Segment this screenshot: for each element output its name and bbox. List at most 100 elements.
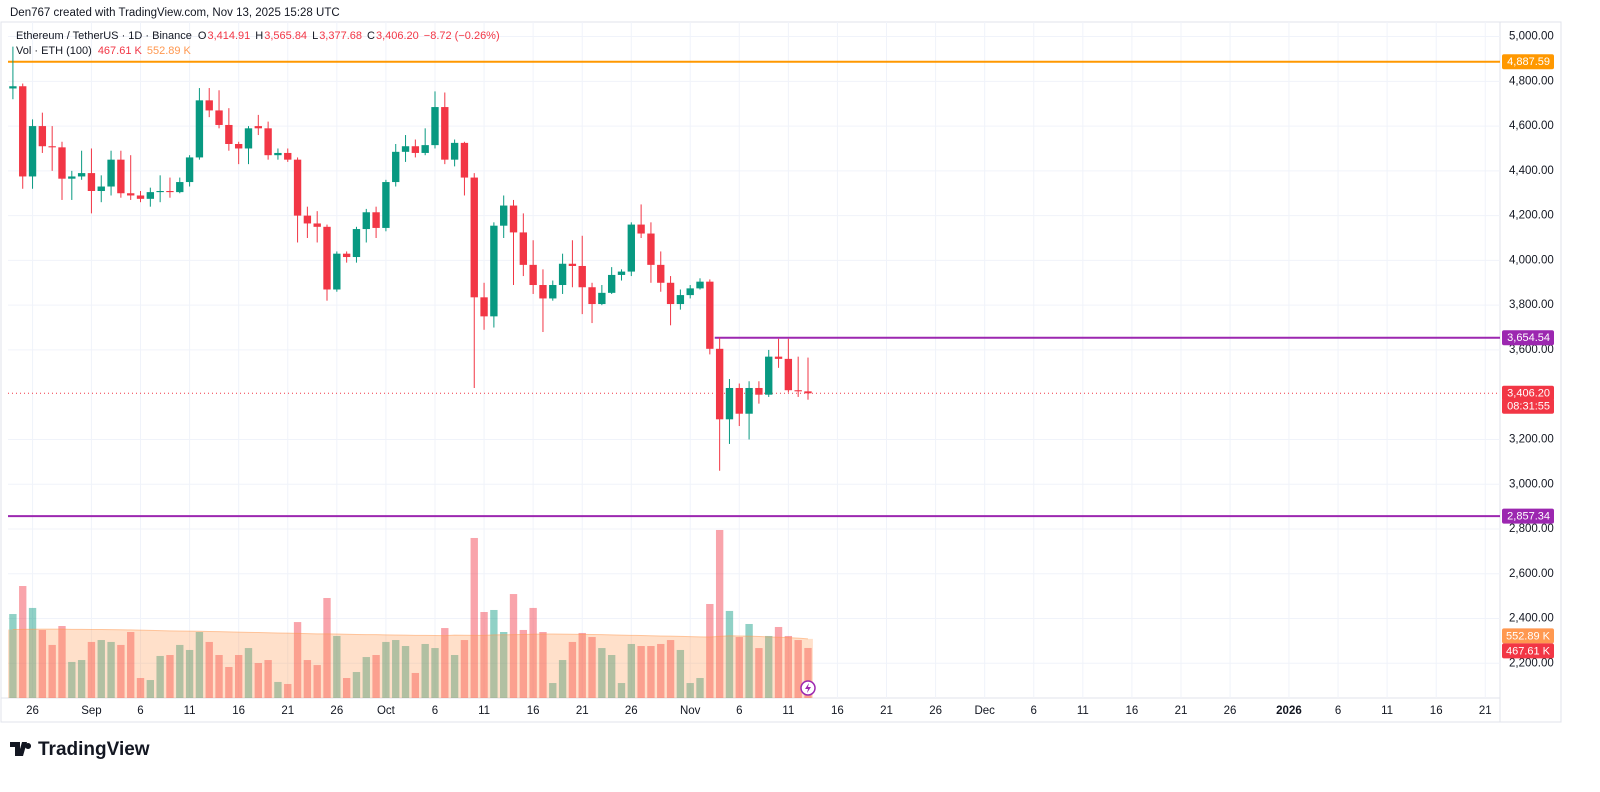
volume-bar [539,632,547,698]
x-tick-label: 21 [281,705,294,717]
candle-body [97,186,105,191]
volume-bar [28,607,37,698]
x-tick-label: 26 [625,705,638,717]
candle-body [244,128,253,149]
candle-body [617,271,626,275]
candle-body [607,274,616,293]
volume-bar [244,648,253,698]
volume-bar [568,641,577,698]
candle-body [804,391,812,394]
volume-bar [382,641,390,698]
candle-body [293,159,302,216]
candle-body [725,387,734,420]
grid [8,22,1500,698]
volume-bar [784,635,793,698]
x-tick-label: 21 [576,705,589,717]
volume-bar [578,632,586,698]
candle-body [362,212,370,230]
candle-body [372,212,380,228]
volume-bar [490,609,498,698]
legend-letter: H [255,30,263,42]
volume-bar [9,614,17,698]
x-tick-label: 26 [26,705,39,717]
volume-bar [97,640,105,698]
candle-body [225,124,233,144]
level-tag-bg [1502,508,1554,524]
volume-bar [500,632,508,698]
volume-bar [254,663,262,698]
y-tick-label: 4,200.00 [1509,210,1554,222]
y-tick-label: 3,600.00 [1509,344,1554,356]
legend-high: 3,565.84 [264,30,307,42]
candle-body [333,253,341,290]
candle-body [323,226,331,290]
volume-bar [77,660,86,698]
y-tick-label: 3,800.00 [1509,299,1554,311]
volume-ma-tag-bg [1502,628,1554,644]
y-tick-label: 4,800.00 [1509,75,1554,87]
candle-body [450,142,459,160]
volume-bar [588,637,596,698]
candle-body [745,387,753,414]
volume-bar [117,644,125,698]
candle-body [107,159,115,187]
volume-bar [725,610,734,698]
x-tick-label: 6 [432,705,438,717]
x-tick-label: 6 [736,705,742,717]
x-tick-label: Oct [377,705,396,717]
candle-body [588,287,596,305]
volume-bar [392,640,400,698]
candle-body [117,159,125,194]
legend-letter: C [367,30,375,42]
candle-body [38,126,47,147]
candle-body [127,193,135,196]
x-tick-label: 16 [527,705,540,717]
volume-bar [185,649,194,698]
volume-bar [234,655,243,698]
volume-bar [706,603,714,698]
volume-bar [146,680,155,698]
volume-bar [333,635,341,698]
x-tick-label: 2026 [1276,705,1302,717]
volume-bar [372,655,380,698]
y-tick-label: 3,200.00 [1509,433,1554,445]
candle-body [205,100,213,111]
candle-body [598,292,606,305]
x-tick-label: 26 [1224,705,1237,717]
candle-body [9,86,17,89]
candle-body [637,224,645,234]
volume-bar [617,683,626,698]
volume-bar [156,655,164,698]
y-tick-label: 2,800.00 [1509,523,1554,535]
candle-body [411,146,420,153]
alert-bolt [805,683,811,693]
x-tick-label: 11 [1077,705,1089,717]
header: Den767 created with TradingView.com, Nov… [10,7,340,19]
volume-bar [107,641,115,698]
candle-body [19,86,27,177]
candle-body [755,387,763,395]
candle-body [519,232,528,265]
candle-body [480,297,488,317]
x-tick-label: 26 [330,705,343,717]
legend-open: 3,414.91 [207,30,250,42]
volume-bar [774,626,783,698]
x-tick-label: 11 [782,705,794,717]
candle-body [146,192,155,199]
candle-body [706,281,714,349]
candle-body [676,295,685,305]
candle-body [558,263,567,286]
volume-bar [745,623,753,698]
volume-bar [293,622,302,698]
candle-body [647,233,655,265]
candle-body [686,288,694,296]
logo-icon [10,742,32,756]
candle-body [274,152,282,156]
candle-body [431,107,439,146]
candle-body [68,176,76,179]
x-tick-label: 16 [1430,705,1443,717]
logo-text: TradingView [38,739,150,760]
volume-bar [765,635,773,698]
volume-bar [804,647,812,698]
